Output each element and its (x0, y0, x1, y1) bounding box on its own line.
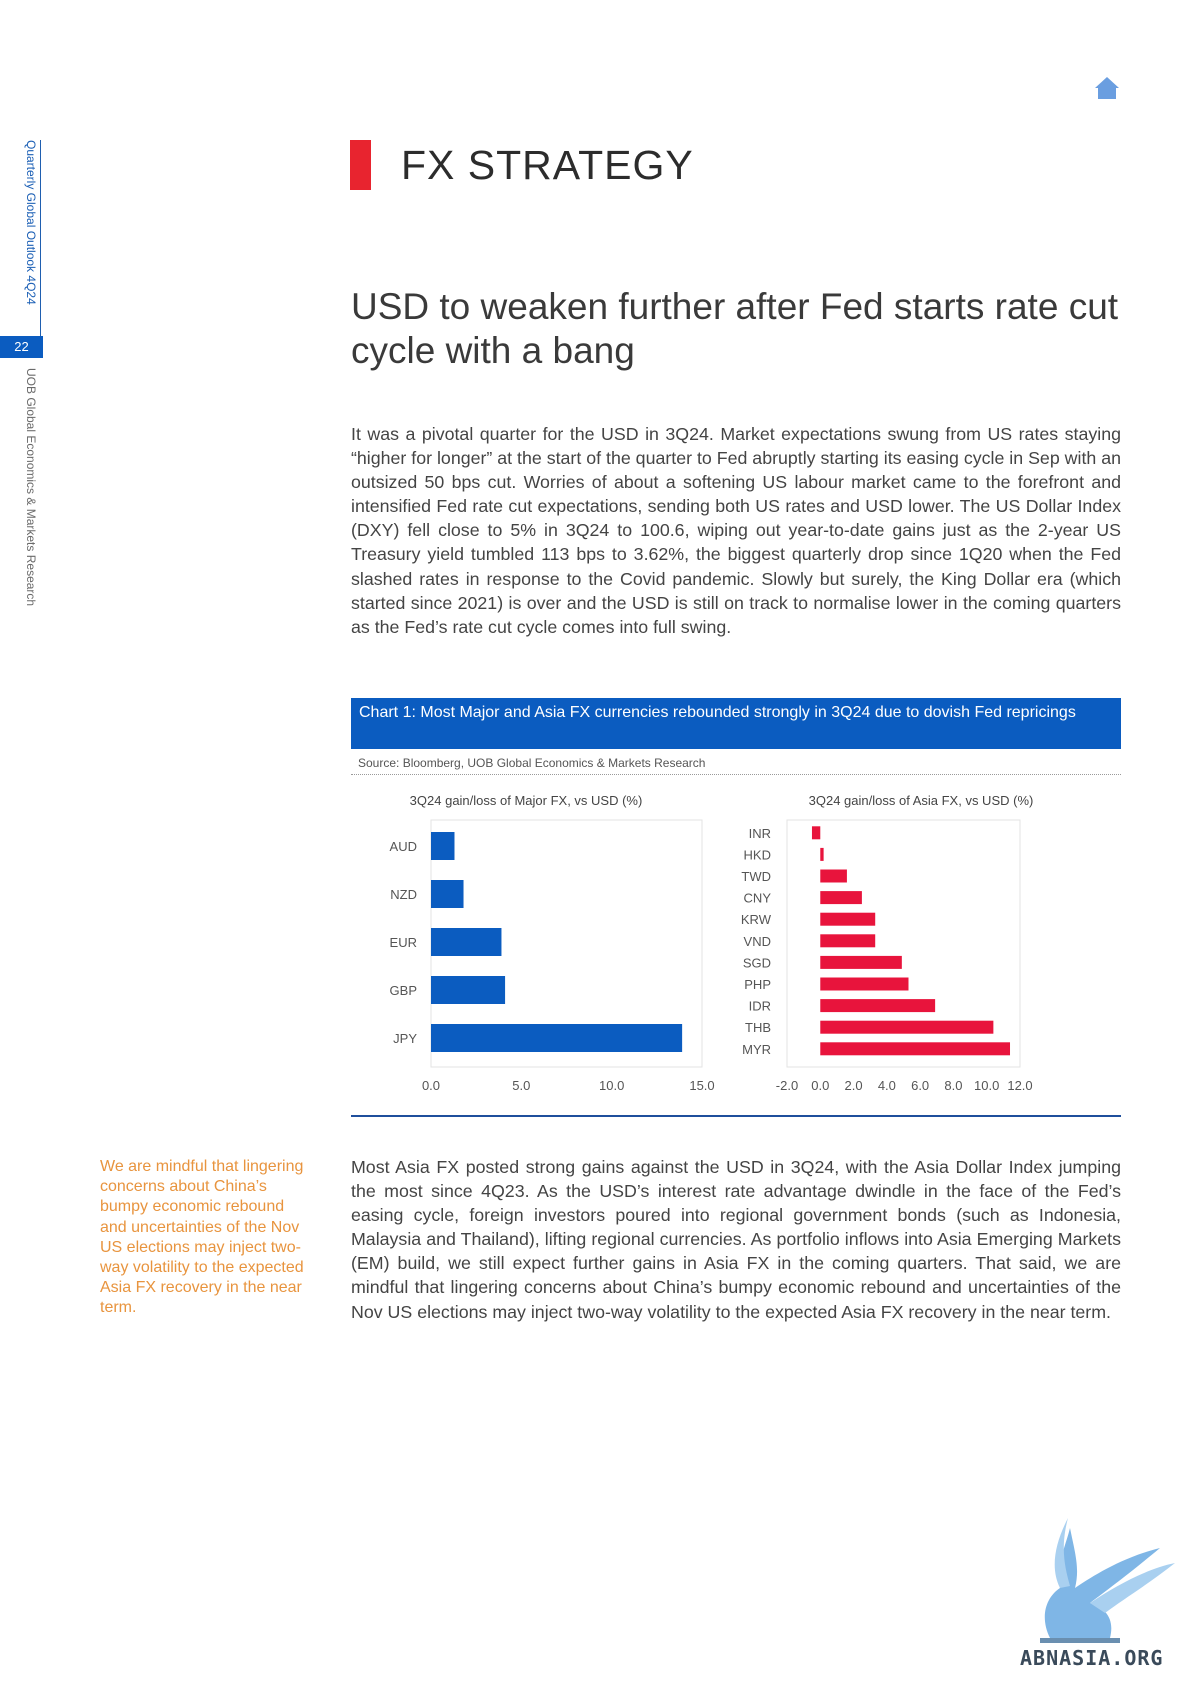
body-paragraph-2: Most Asia FX posted strong gains against… (351, 1157, 1121, 1322)
x-tick-label: 10.0 (974, 1078, 999, 1093)
x-tick-label: 0.0 (422, 1078, 440, 1093)
category-label: MYR (742, 1042, 771, 1057)
bar-vnd (820, 934, 876, 948)
watermark-text: ABNASIA.ORG (1020, 1646, 1164, 1670)
category-label: NZD (390, 887, 417, 902)
bar-eur (431, 928, 502, 956)
x-tick-label: 4.0 (878, 1078, 896, 1093)
category-label: CNY (744, 891, 772, 906)
bar-thb (820, 1020, 994, 1034)
x-tick-label: 5.0 (512, 1078, 530, 1093)
category-label: AUD (390, 839, 417, 854)
category-label: JPY (393, 1031, 417, 1046)
category-label: HKD (744, 847, 771, 862)
chart-caption: Chart 1: Most Major and Asia FX currenci… (351, 698, 1121, 749)
bar-krw (820, 912, 876, 926)
body-paragraph-1: It was a pivotal quarter for the USD in … (351, 424, 1121, 637)
bar-myr (820, 1042, 1011, 1056)
bar-sgd (820, 955, 902, 969)
bar-inr (811, 826, 821, 840)
pull-quote: We are mindful that lingering concerns a… (100, 1158, 304, 1317)
category-label: VND (744, 934, 771, 949)
category-label: SGD (743, 955, 771, 970)
category-label: GBP (390, 983, 417, 998)
category-label: IDR (749, 999, 771, 1014)
bar-php (820, 977, 909, 991)
publication-label: Quarterly Global Outlook 4Q24 (24, 140, 38, 305)
plot-frame (786, 819, 1021, 1068)
fx-charts: 3Q24 gain/loss of Major FX, vs USD (%) AU… (390, 793, 1034, 1093)
bar-idr (820, 999, 936, 1013)
x-tick-label: -2.0 (776, 1078, 798, 1093)
x-tick-label: 15.0 (689, 1078, 714, 1093)
bar-jpy (431, 1024, 683, 1052)
category-label: KRW (741, 912, 772, 927)
x-tick-label: 12.0 (1007, 1078, 1032, 1093)
headline: USD to weaken further after Fed starts r… (351, 286, 1119, 371)
category-label: THB (745, 1020, 771, 1035)
home-icon[interactable] (1094, 76, 1120, 100)
x-tick-label: 8.0 (944, 1078, 962, 1093)
category-label: PHP (744, 977, 771, 992)
bar-aud (431, 832, 455, 860)
category-label: TWD (741, 869, 771, 884)
bar-cny (820, 891, 862, 905)
chart-title: 3Q24 gain/loss of Major FX, vs USD (%) (410, 793, 643, 808)
bar-nzd (431, 880, 464, 908)
x-tick-label: 2.0 (845, 1078, 863, 1093)
x-tick-label: 10.0 (599, 1078, 624, 1093)
chart-source: Source: Bloomberg, UOB Global Economics … (358, 756, 706, 770)
chart-title: 3Q24 gain/loss of Asia FX, vs USD (%) (809, 793, 1034, 808)
x-tick-label: 0.0 (811, 1078, 829, 1093)
chart-divider (351, 774, 1121, 775)
section-accent-bar (350, 140, 371, 190)
bar-gbp (431, 976, 506, 1004)
watermark: ABNASIA.ORG (1010, 1508, 1190, 1684)
category-label: INR (749, 826, 771, 841)
rail-divider (40, 140, 41, 336)
section-title: FX STRATEGY (401, 142, 694, 188)
category-label: EUR (390, 935, 417, 950)
chart-bottom-rule (351, 1115, 1121, 1117)
bar-hkd (820, 847, 824, 861)
organization-label: UOB Global Economics & Markets Research (24, 368, 38, 607)
pegasus-logo-icon (1040, 1518, 1175, 1643)
x-tick-label: 6.0 (911, 1078, 929, 1093)
bar-twd (820, 869, 847, 883)
page-number: 22 (0, 336, 43, 358)
